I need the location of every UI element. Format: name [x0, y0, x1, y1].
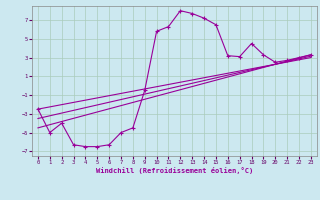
X-axis label: Windchill (Refroidissement éolien,°C): Windchill (Refroidissement éolien,°C) [96, 167, 253, 174]
